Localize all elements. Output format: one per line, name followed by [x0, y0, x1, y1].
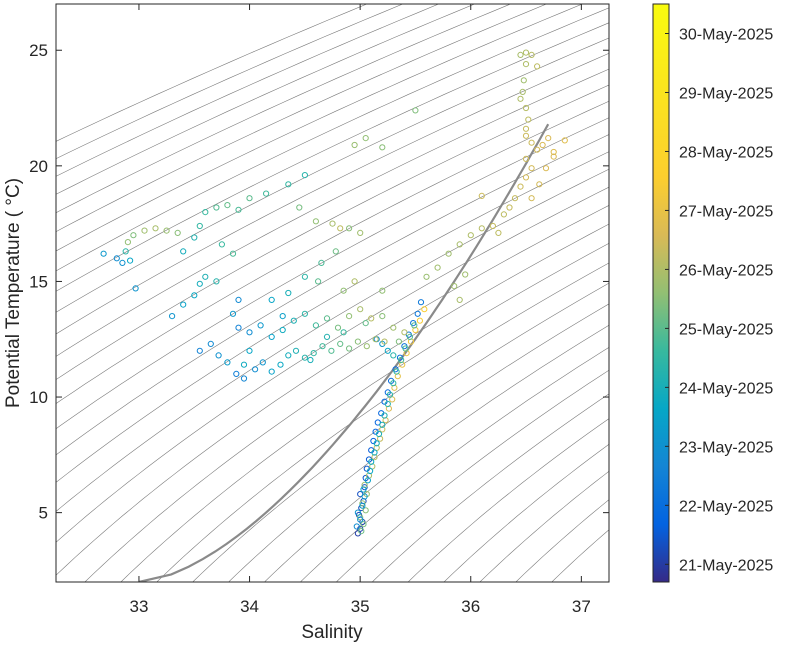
- colorbar-tick-label: 27-May-2025: [679, 203, 773, 220]
- x-axis-label: Salinity: [301, 622, 363, 643]
- colorbar-tick-label: 29-May-2025: [679, 85, 773, 102]
- colorbar-tick-label: 28-May-2025: [679, 144, 773, 161]
- y-tick-label: 5: [39, 504, 48, 523]
- y-tick-label: 20: [29, 157, 48, 176]
- x-tick-label: 34: [240, 597, 259, 616]
- y-axis-label: Potential Temperature ( °C): [3, 178, 24, 408]
- colorbar-tick-label: 22-May-2025: [679, 498, 773, 515]
- colorbar-tick-label: 30-May-2025: [679, 26, 773, 43]
- colorbar-tick-label: 23-May-2025: [679, 439, 773, 456]
- x-tick-label: 37: [572, 597, 591, 616]
- colorbar-tick-label: 25-May-2025: [679, 321, 773, 338]
- x-tick-label: 35: [351, 597, 370, 616]
- colorbar-tick-label: 26-May-2025: [679, 262, 773, 279]
- y-tick-label: 25: [29, 41, 48, 60]
- colorbar-ticks: 21-May-2025 22-May-2025 23-May-2025 24-May-…: [665, 26, 773, 574]
- x-tick-label: 36: [461, 597, 480, 616]
- colorbar-tick-label: 21-May-2025: [679, 557, 773, 574]
- colorbar: [653, 4, 669, 582]
- colorbar-tick-label: 24-May-2025: [679, 380, 773, 397]
- plot-area: [56, 4, 609, 582]
- x-tick-label: 33: [129, 597, 148, 616]
- y-tick-label: 10: [29, 388, 48, 407]
- y-tick-label: 15: [29, 272, 48, 291]
